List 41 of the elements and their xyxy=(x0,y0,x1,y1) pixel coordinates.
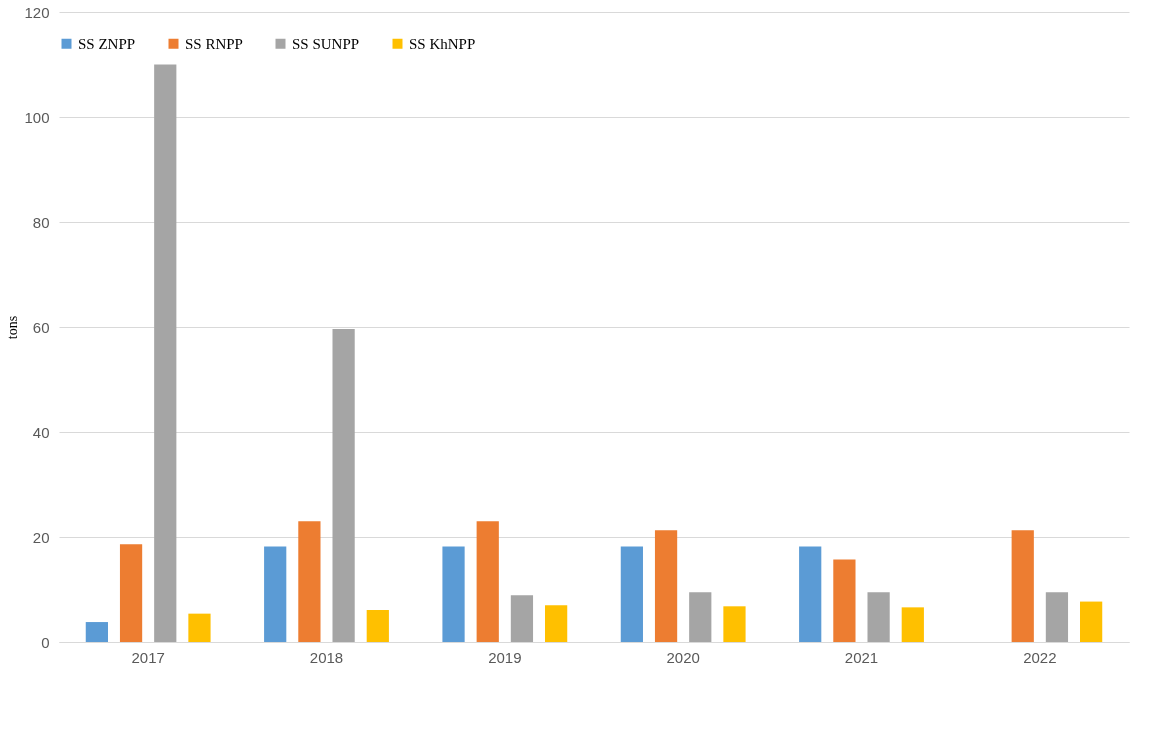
x-tick-label: 2022 xyxy=(1023,648,1057,666)
bar xyxy=(188,613,211,642)
bar xyxy=(332,329,355,642)
legend-label: SS RNPP xyxy=(185,35,243,52)
bar xyxy=(689,592,712,642)
bar xyxy=(901,607,924,642)
x-tick-label: 2020 xyxy=(666,648,700,666)
bar xyxy=(654,530,678,642)
y-tick-label: 120 xyxy=(24,3,50,21)
y-tick-label: 20 xyxy=(32,528,50,546)
bar xyxy=(476,521,499,642)
y-tick-label: 0 xyxy=(41,633,50,651)
bar xyxy=(510,595,534,642)
y-tick-label: 60 xyxy=(32,318,50,336)
y-tick-label: 80 xyxy=(32,213,50,231)
bar xyxy=(154,64,177,642)
bar xyxy=(545,605,568,642)
bar xyxy=(366,609,389,642)
legend-label: SS KhNPP xyxy=(409,35,476,52)
legend-label: SS SUNPP xyxy=(292,35,360,52)
x-tick-label: 2021 xyxy=(844,648,879,666)
bar xyxy=(442,546,465,642)
bar xyxy=(723,606,746,642)
bar xyxy=(799,546,822,642)
bar xyxy=(1011,530,1034,642)
y-tick-label: 40 xyxy=(32,423,50,441)
bar xyxy=(119,544,143,642)
bar xyxy=(1080,601,1103,642)
bar xyxy=(867,592,890,642)
y-axis-title: tons xyxy=(5,315,21,340)
bar xyxy=(85,622,108,642)
bar xyxy=(833,559,856,642)
bar xyxy=(264,546,287,642)
x-tick-label: 2018 xyxy=(309,648,344,666)
bar xyxy=(1045,592,1069,642)
y-tick-label: 100 xyxy=(24,108,50,126)
bar xyxy=(298,521,321,642)
legend-label: SS ZNPP xyxy=(78,35,136,52)
x-tick-label: 2017 xyxy=(131,648,165,666)
bar xyxy=(620,546,643,642)
x-tick-label: 2019 xyxy=(488,648,522,666)
